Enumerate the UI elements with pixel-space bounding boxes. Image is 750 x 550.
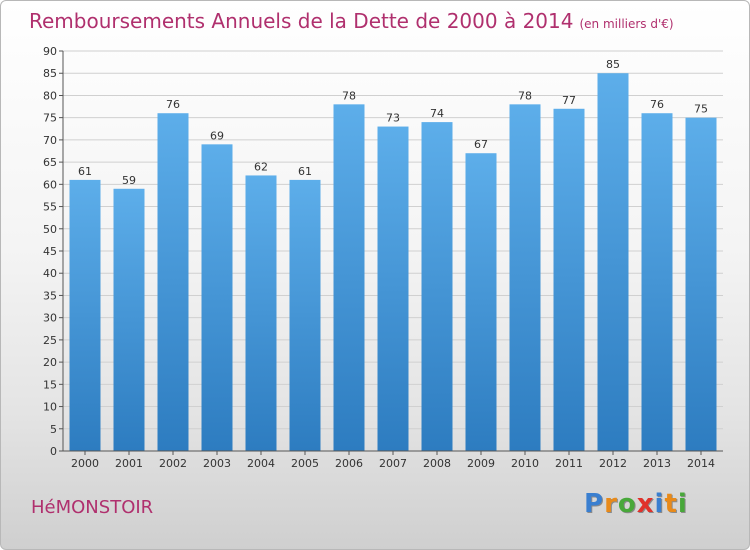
bar [421,122,453,451]
logo-letter: r [604,489,618,519]
y-tick-label: 60 [43,178,57,191]
y-tick-label: 75 [43,112,57,125]
data-label: 67 [474,138,488,151]
y-tick-label: 35 [43,289,57,302]
x-tick-label: 2004 [247,457,275,470]
bar [641,113,673,451]
data-label: 69 [210,129,224,142]
bar [289,179,321,451]
y-tick-label: 25 [43,334,57,347]
chart-title-text: Remboursements Annuels de la Dette de 20… [29,9,574,33]
x-tick-label: 2002 [159,457,187,470]
data-label: 77 [562,94,576,107]
axes [59,50,723,455]
x-tick-label: 2009 [467,457,495,470]
bar [201,144,233,452]
bar [685,117,717,452]
labels: 0 5 10 15 20 25 30 35 40 45 50 55 60 65 70 75 80 85 90 61 20… [43,45,715,470]
y-tick-label: 40 [43,267,57,280]
x-tick-label: 2014 [687,457,715,470]
data-label: 78 [518,89,532,102]
y-tick-label: 5 [50,423,57,436]
bar [157,113,189,451]
y-tick-label: 55 [43,201,57,214]
bar [509,104,541,451]
logo-letter: i [654,489,665,519]
data-label: 59 [122,174,136,187]
logo-letter: t [664,489,678,519]
data-label: 78 [342,89,356,102]
y-tick-label: 90 [43,45,57,58]
data-label: 73 [386,112,400,125]
x-tick-label: 2000 [71,457,99,470]
y-tick-label: 70 [43,134,57,147]
proxiti-logo: Proxiti [584,489,688,519]
logo-letter: o [617,489,637,519]
data-label: 76 [166,98,180,111]
x-tick-label: 2008 [423,457,451,470]
x-tick-label: 2006 [335,457,363,470]
chart-unit-label: (en milliers d'€) [579,17,674,31]
x-tick-label: 2005 [291,457,319,470]
bar [333,104,365,451]
y-tick-label: 10 [43,401,57,414]
commune-name: HéMONSTOIR [31,497,154,518]
bar [377,126,409,452]
y-tick-label: 50 [43,223,57,236]
x-tick-label: 2010 [511,457,539,470]
y-tick-label: 45 [43,245,57,258]
logo-letter: i [677,489,688,519]
data-label: 74 [430,107,444,120]
x-tick-label: 2007 [379,457,407,470]
data-label: 61 [78,165,92,178]
x-tick-label: 2013 [643,457,671,470]
data-label: 75 [694,103,708,116]
x-tick-label: 2012 [599,457,627,470]
bar [597,73,629,451]
y-tick-label: 20 [43,356,57,369]
y-tick-label: 85 [43,67,57,80]
chart-title: Remboursements Annuels de la Dette de 20… [29,9,674,33]
logo-letter: x [636,489,655,519]
bar-series [69,73,717,452]
data-label: 85 [606,58,620,71]
data-label: 62 [254,160,268,173]
x-tick-label: 2001 [115,457,143,470]
bar [69,179,101,451]
x-tick-label: 2011 [555,457,583,470]
y-tick-label: 65 [43,156,57,169]
bar [465,153,497,451]
y-tick-label: 0 [50,445,57,458]
x-tick-label: 2003 [203,457,231,470]
bar [245,175,277,451]
data-label: 61 [298,165,312,178]
data-label: 76 [650,98,664,111]
y-tick-label: 80 [43,89,57,102]
bar [553,108,585,452]
bar [113,188,145,451]
y-tick-label: 15 [43,378,57,391]
y-tick-label: 30 [43,312,57,325]
logo-letter: P [584,489,605,519]
